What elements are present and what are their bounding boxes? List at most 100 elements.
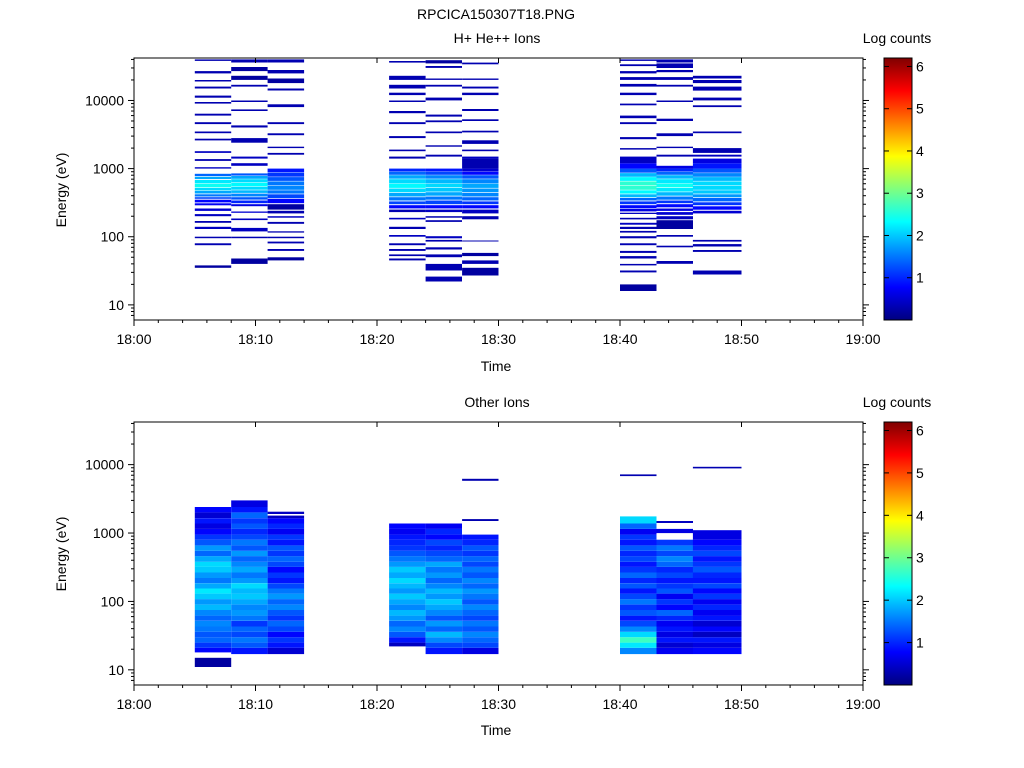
heatmap-cell <box>656 642 693 648</box>
heatmap-cell <box>267 523 305 529</box>
heatmap-cell <box>425 572 462 578</box>
heatmap-cell <box>231 583 268 589</box>
heatmap-cell <box>267 572 305 578</box>
heatmap-cell <box>462 119 499 121</box>
heatmap-cell <box>389 75 426 80</box>
heatmap-cell <box>389 556 426 562</box>
heatmap-cell <box>620 148 657 150</box>
heatmap-cell <box>194 159 232 161</box>
heatmap-cell <box>425 545 462 551</box>
heatmap-cell <box>194 86 232 89</box>
heatmap-cell <box>267 70 305 74</box>
heatmap-cell <box>231 100 268 102</box>
heatmap-cell <box>389 258 426 261</box>
x-tick-label: 18:40 <box>602 696 637 712</box>
heatmap-cell <box>656 77 693 80</box>
x-tick-label: 18:30 <box>481 331 516 347</box>
heatmap-cell <box>267 593 305 600</box>
heatmap-cell <box>462 156 499 159</box>
heatmap-cell <box>389 249 426 251</box>
y-axis-label: Energy (eV) <box>53 153 69 228</box>
heatmap-cell <box>692 250 742 252</box>
heatmap-cell <box>692 148 742 153</box>
heatmap-cell <box>425 168 462 172</box>
heatmap-cell <box>389 604 426 610</box>
heatmap-cell <box>462 197 499 201</box>
heatmap-cell <box>692 610 742 616</box>
colorbar-tick-label: 4 <box>916 143 924 159</box>
colorbar-gradient <box>883 421 913 686</box>
heatmap-cell <box>656 528 693 534</box>
heatmap-cell <box>194 243 232 246</box>
heatmap-cell <box>620 263 657 266</box>
heatmap-cell <box>462 183 499 188</box>
heatmap-cell <box>389 534 426 540</box>
heatmap-cell <box>656 610 693 616</box>
heatmap-cell <box>692 466 742 469</box>
y-tick-label: 100 <box>101 229 125 245</box>
heatmap-cell <box>267 168 305 172</box>
heatmap-cell <box>194 265 232 268</box>
heatmap-cell <box>267 249 305 251</box>
heatmap-cell <box>231 227 268 232</box>
heatmap-cell <box>656 583 693 589</box>
heatmap-cell <box>194 236 232 239</box>
heatmap-cell <box>425 588 462 594</box>
heatmap-cell <box>194 512 232 519</box>
heatmap-cell <box>462 620 499 627</box>
heatmap-cell <box>692 588 742 594</box>
heatmap-cell <box>620 115 657 119</box>
y-tick-label: 10 <box>108 662 124 678</box>
heatmap-cell <box>462 599 499 605</box>
heatmap-cell <box>267 610 305 616</box>
heatmap-cell <box>231 190 268 193</box>
heatmap-cell <box>194 214 232 217</box>
heatmap-cell <box>462 149 499 152</box>
heatmap-cell <box>194 203 232 206</box>
heatmap-cell <box>231 218 268 221</box>
heatmap-cell <box>267 198 305 204</box>
heatmap-cell <box>267 511 305 514</box>
heatmap-cell <box>231 599 268 605</box>
heatmap-cell <box>267 545 305 551</box>
heatmap-cell <box>656 146 693 149</box>
heatmap-cell <box>231 593 268 600</box>
heatmap-cell <box>462 130 499 133</box>
heatmap-cell <box>231 193 268 197</box>
heatmap-cell <box>194 138 232 141</box>
heatmap-cell <box>267 515 305 519</box>
heatmap-cell <box>425 534 462 540</box>
colorbar-tick-label: 2 <box>916 227 924 243</box>
heatmap-cell <box>389 100 426 102</box>
heatmap-cell <box>425 120 462 123</box>
heatmap-cell <box>620 256 657 259</box>
heatmap-cell <box>620 173 657 177</box>
heatmap-cell <box>462 240 499 242</box>
heatmap-cell <box>656 521 693 523</box>
heatmap-cell <box>425 539 462 546</box>
heatmap-cell <box>194 588 232 594</box>
heatmap-cell <box>231 176 268 179</box>
heatmap-cell <box>462 158 499 169</box>
heatmap-cell <box>425 631 462 638</box>
heatmap-cell <box>425 188 462 192</box>
heatmap-cell <box>194 556 232 562</box>
heatmap-cell <box>389 566 426 573</box>
heatmap-cell <box>620 122 657 125</box>
heatmap-cell <box>231 204 268 207</box>
heatmap-cell <box>656 545 693 551</box>
heatmap-cell <box>620 578 657 584</box>
heatmap-cell <box>620 631 657 638</box>
heatmap-cell <box>194 642 232 648</box>
heatmap-cell <box>194 561 232 567</box>
heatmap-cell <box>462 566 499 573</box>
heatmap-cell <box>425 60 462 64</box>
heatmap-cell <box>389 156 426 159</box>
x-tick-label: 18:10 <box>238 331 273 347</box>
heatmap-cell <box>462 588 499 594</box>
heatmap-cell <box>656 647 693 655</box>
heatmap-cell <box>462 62 499 65</box>
heatmap-cell <box>425 84 462 87</box>
heatmap-cell <box>389 545 426 551</box>
heatmap-cell <box>462 631 499 638</box>
